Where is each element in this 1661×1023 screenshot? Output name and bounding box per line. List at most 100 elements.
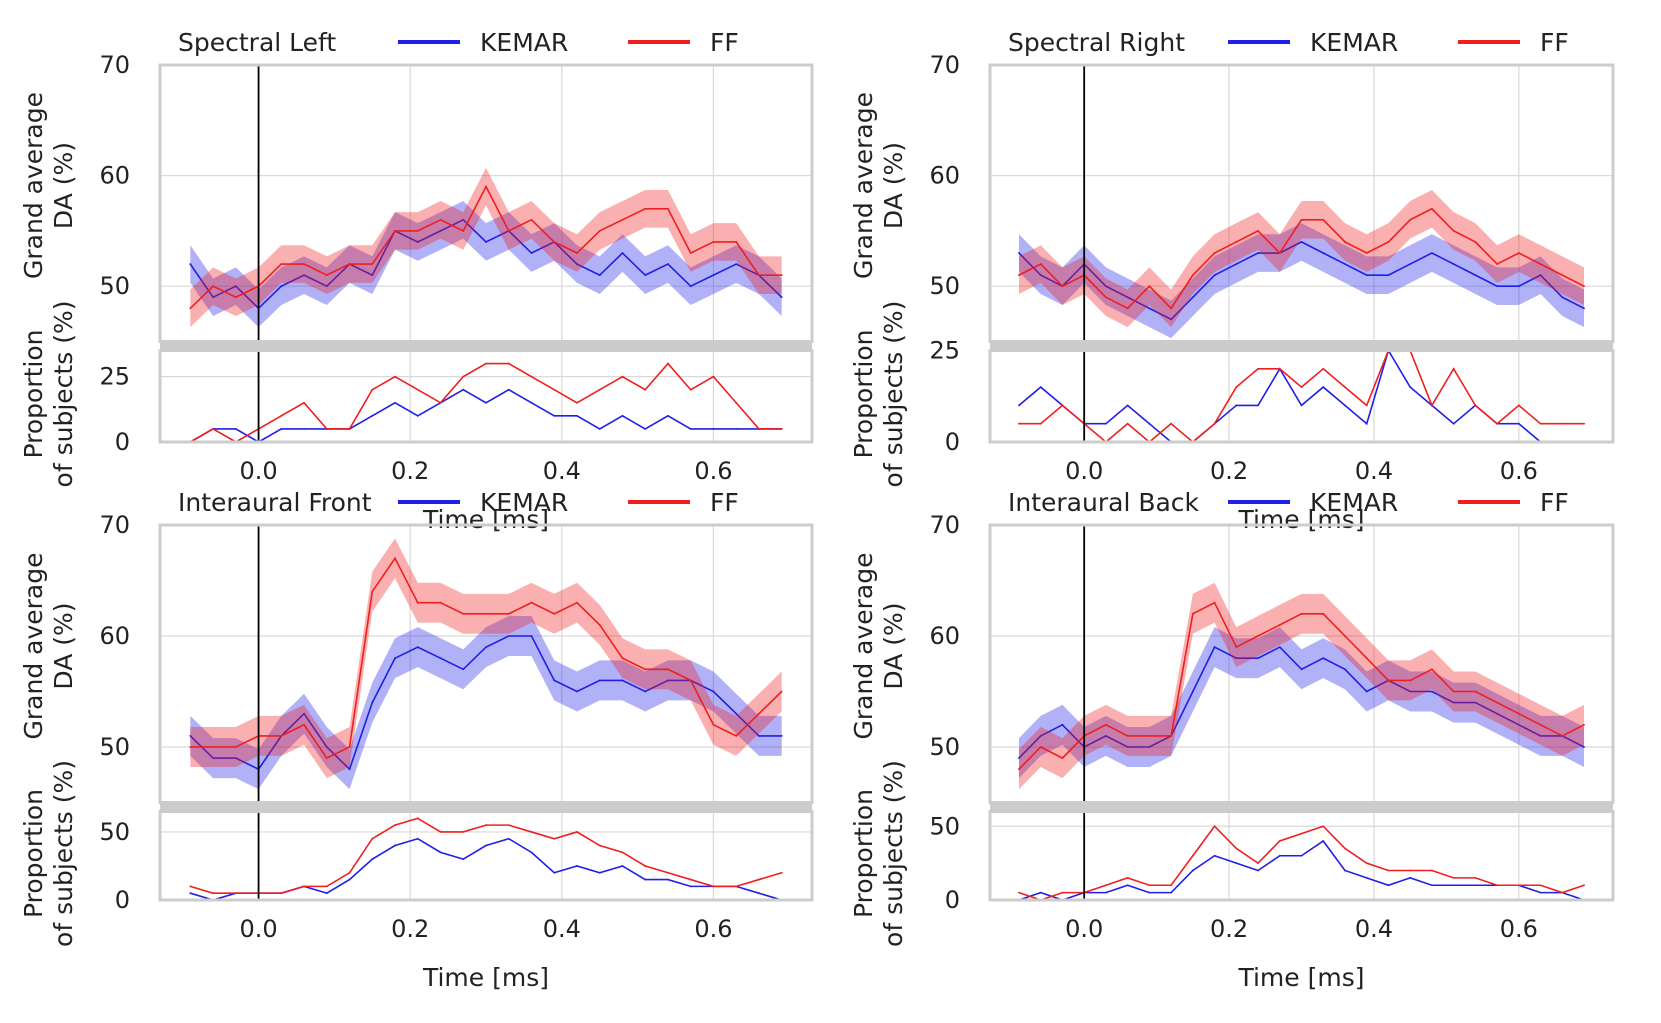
data-point-kemar — [394, 401, 396, 404]
data-point-ff — [234, 892, 237, 895]
legend: KEMAR FF — [1228, 488, 1569, 517]
data-point-ff — [212, 746, 214, 748]
data-point-kemar — [576, 865, 578, 867]
data-point-kemar — [530, 252, 533, 254]
data-point-ff — [758, 878, 760, 881]
data-point-ff — [1278, 367, 1281, 370]
x-tick-label: 0.2 — [1210, 915, 1248, 943]
data-point-ff — [689, 878, 692, 881]
data-point-kemar — [439, 851, 442, 854]
data-point-ff — [689, 252, 692, 254]
data-point-kemar — [553, 414, 556, 417]
data-point-ff — [644, 668, 647, 671]
x-tick-label: 0.0 — [239, 915, 277, 943]
top-axes: 50 60 70 — [929, 51, 1615, 343]
data-point-kemar — [485, 844, 487, 847]
data-point-ff — [1126, 422, 1129, 425]
data-point-kemar — [667, 878, 669, 881]
x-axis-label: Time [ms] — [422, 505, 549, 534]
data-point-ff — [553, 837, 556, 840]
data-point-kemar — [507, 388, 510, 391]
data-point-ff — [1365, 404, 1368, 407]
data-point-kemar — [416, 414, 419, 417]
data-point-kemar — [416, 837, 419, 840]
data-point-ff — [1365, 252, 1368, 254]
data-point-kemar — [1409, 386, 1412, 388]
series-line-ff — [1018, 825, 1585, 900]
data-point-ff — [1235, 386, 1238, 388]
data-point-ff — [1191, 274, 1194, 277]
data-point-ff — [1561, 274, 1564, 277]
data-point-ff — [1126, 307, 1129, 310]
data-point-ff — [1257, 367, 1259, 370]
data-point-kemar — [1452, 884, 1455, 887]
data-point-kemar — [280, 285, 283, 288]
data-point-ff — [189, 746, 192, 748]
data-point-kemar — [325, 285, 328, 288]
data-point-ff — [1105, 296, 1107, 299]
x-tick-label: 0.0 — [1065, 457, 1103, 485]
data-point-ff — [598, 844, 601, 847]
data-point-kemar — [1018, 404, 1020, 407]
data-point-ff — [598, 624, 601, 626]
data-point-ff — [1213, 422, 1216, 425]
data-point-ff — [621, 851, 624, 854]
y-tick-label: 60 — [99, 622, 130, 650]
panel-2: 50 60 70 0 50 0.0 0.2 0.4 0.6 Time [ms] Grand aver… — [19, 488, 814, 992]
data-point-ff — [780, 274, 783, 277]
plot-area — [189, 538, 783, 790]
data-point-ff — [621, 375, 624, 378]
data-point-ff — [1474, 404, 1477, 407]
data-point-kemar — [1496, 712, 1498, 715]
data-point-ff — [712, 375, 715, 378]
data-point-ff — [1213, 601, 1216, 604]
data-point-kemar — [1365, 690, 1368, 693]
data-point-ff — [1344, 386, 1346, 388]
data-point-kemar — [1105, 735, 1107, 737]
data-point-ff — [1018, 768, 1020, 771]
y-axis-label-top-line1: Grand average — [849, 553, 878, 740]
data-point-kemar — [530, 635, 533, 637]
data-point-kemar — [621, 252, 624, 254]
data-point-kemar — [1018, 252, 1020, 254]
data-point-ff — [1452, 690, 1455, 693]
data-point-kemar — [1452, 701, 1455, 704]
series-line-kemar — [189, 388, 782, 442]
data-point-ff — [667, 871, 669, 874]
data-point-ff — [1517, 884, 1520, 887]
data-point-kemar — [1300, 241, 1303, 243]
data-point-kemar — [1039, 891, 1042, 894]
data-point-ff — [1213, 252, 1216, 254]
data-point-kemar — [1126, 746, 1129, 748]
y-axis-label-top-line1: Grand average — [19, 553, 48, 740]
data-point-kemar — [1257, 869, 1259, 872]
data-point-ff — [325, 885, 328, 888]
data-point-kemar — [576, 263, 578, 265]
legend-label-kemar: KEMAR — [480, 28, 568, 57]
data-point-ff — [439, 401, 442, 404]
data-point-kemar — [644, 690, 647, 693]
data-point-ff — [1278, 624, 1281, 626]
data-point-ff — [371, 837, 374, 840]
y-tick-label: 70 — [99, 51, 130, 79]
y-tick-label: 0 — [115, 886, 130, 914]
data-point-kemar — [1474, 274, 1477, 277]
data-point-ff — [1496, 884, 1498, 887]
data-point-ff — [416, 817, 419, 820]
data-point-kemar — [325, 746, 328, 748]
data-point-ff — [485, 185, 487, 188]
data-point-ff — [1365, 657, 1368, 660]
data-point-kemar — [735, 428, 738, 430]
data-point-ff — [1300, 832, 1303, 835]
legend: KEMAR FF — [398, 28, 739, 57]
x-tick-label: 0.2 — [1210, 457, 1248, 485]
y-axis-label-bottom-line2: of subjects (%) — [49, 760, 78, 947]
data-point-kemar — [1191, 690, 1194, 693]
y-axis-label-bottom-line1: Proportion — [19, 330, 48, 459]
data-point-ff — [1213, 825, 1216, 828]
data-point-kemar — [530, 401, 533, 404]
y-axis-label-bottom-line2: of subjects (%) — [879, 301, 908, 488]
data-point-ff — [689, 679, 692, 682]
data-point-ff — [462, 375, 465, 378]
